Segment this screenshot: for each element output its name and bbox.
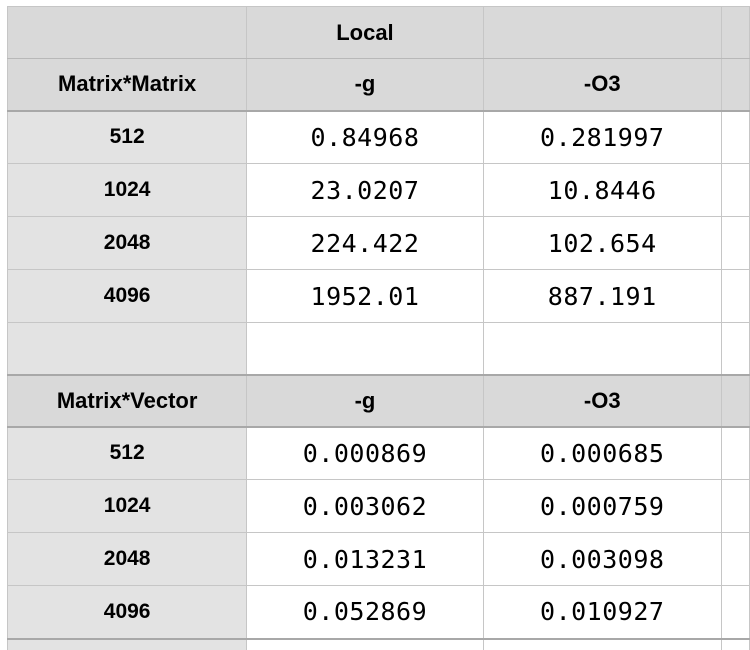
table-row: 1024 23.0207 10.8446 xyxy=(6,163,750,217)
table-row: 512 0.000869 0.000685 xyxy=(6,426,750,480)
section-header-row: Matrix*Matrix -g -O3 xyxy=(6,58,750,112)
value-cell-o3[interactable]: 102.654 xyxy=(482,216,722,270)
header-cell-local[interactable]: Local xyxy=(246,6,484,59)
column-header-g[interactable]: -g xyxy=(246,58,484,112)
value-cell-g[interactable]: 0.84968 xyxy=(246,110,484,164)
empty-cell[interactable] xyxy=(246,638,484,650)
section-title-cell[interactable]: Matrix*Matrix xyxy=(6,58,248,112)
header-cell-overflow[interactable] xyxy=(720,6,750,59)
value-cell-o3[interactable]: 0.000685 xyxy=(482,426,722,480)
row-label-cell[interactable]: 1024 xyxy=(6,479,248,533)
empty-cell[interactable] xyxy=(482,322,722,376)
empty-cell[interactable] xyxy=(720,532,750,586)
empty-cell[interactable] xyxy=(720,322,750,376)
table-row: 4096 0.052869 0.010927 xyxy=(6,585,750,640)
row-label-cell[interactable]: 1024 xyxy=(6,163,248,217)
row-label-cell[interactable]: 4096 xyxy=(6,269,248,323)
table-top-header-row: Local xyxy=(6,6,750,59)
empty-cell[interactable] xyxy=(720,585,750,640)
value-cell-g[interactable]: 0.052869 xyxy=(246,585,484,640)
header-cell-top-o3[interactable] xyxy=(482,6,722,59)
table-row: 4096 1952.01 887.191 xyxy=(6,269,750,323)
value-cell-g[interactable]: 1952.01 xyxy=(246,269,484,323)
column-header-o3[interactable]: -O3 xyxy=(482,58,722,112)
value-cell-g[interactable]: 23.0207 xyxy=(246,163,484,217)
empty-cell[interactable] xyxy=(720,110,750,164)
empty-cell[interactable] xyxy=(720,638,750,650)
empty-cell[interactable] xyxy=(720,426,750,480)
value-cell-g[interactable]: 224.422 xyxy=(246,216,484,270)
row-label-cell[interactable]: 2048 xyxy=(6,216,248,270)
table-row: 2048 224.422 102.654 xyxy=(6,216,750,270)
empty-label-cell[interactable] xyxy=(6,638,248,650)
empty-row xyxy=(6,322,750,376)
value-cell-o3[interactable]: 0.010927 xyxy=(482,585,722,640)
row-label-cell[interactable]: 2048 xyxy=(6,532,248,586)
section-header-row: Matrix*Vector -g -O3 xyxy=(6,374,750,428)
value-cell-g[interactable]: 0.003062 xyxy=(246,479,484,533)
value-cell-o3[interactable]: 0.003098 xyxy=(482,532,722,586)
value-cell-o3[interactable]: 887.191 xyxy=(482,269,722,323)
row-label-cell[interactable]: 4096 xyxy=(6,585,248,640)
column-header-o3[interactable]: -O3 xyxy=(482,374,722,428)
results-table: Local Matrix*Matrix -g -O3 512 0.84968 0… xyxy=(6,6,750,650)
value-cell-o3[interactable]: 10.8446 xyxy=(482,163,722,217)
table-row: 512 0.84968 0.281997 xyxy=(6,110,750,164)
empty-cell[interactable] xyxy=(720,216,750,270)
row-label-cell[interactable]: 512 xyxy=(6,110,248,164)
column-header-overflow[interactable] xyxy=(720,374,750,428)
column-header-overflow[interactable] xyxy=(720,58,750,112)
value-cell-g[interactable]: 0.000869 xyxy=(246,426,484,480)
value-cell-g[interactable]: 0.013231 xyxy=(246,532,484,586)
table-row: 1024 0.003062 0.000759 xyxy=(6,479,750,533)
row-label-cell[interactable]: 512 xyxy=(6,426,248,480)
section-title-cell[interactable]: Matrix*Vector xyxy=(6,374,248,428)
empty-cell[interactable] xyxy=(720,269,750,323)
value-cell-o3[interactable]: 0.281997 xyxy=(482,110,722,164)
header-cell-corner[interactable] xyxy=(6,6,248,59)
value-cell-o3[interactable]: 0.000759 xyxy=(482,479,722,533)
empty-cell[interactable] xyxy=(482,638,722,650)
table-row: 2048 0.013231 0.003098 xyxy=(6,532,750,586)
partial-row xyxy=(6,638,750,650)
empty-cell[interactable] xyxy=(720,163,750,217)
column-header-g[interactable]: -g xyxy=(246,374,484,428)
empty-cell[interactable] xyxy=(246,322,484,376)
empty-cell[interactable] xyxy=(720,479,750,533)
empty-label-cell[interactable] xyxy=(6,322,248,376)
